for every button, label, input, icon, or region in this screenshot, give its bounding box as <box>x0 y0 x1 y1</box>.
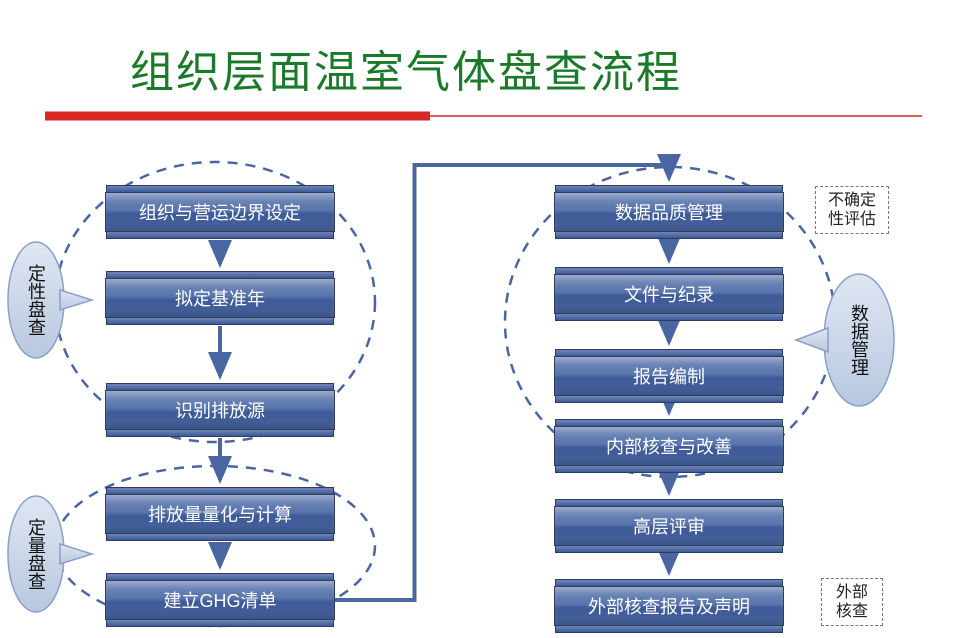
flow-node-n8: 报告编制 <box>554 356 784 396</box>
flow-node-n11: 外部核查报告及声明 <box>554 586 784 626</box>
flow-node-n9: 内部核查与改善 <box>554 426 784 466</box>
callout-lc1: 定性盘查 <box>12 246 60 354</box>
flow-node-label: 内部核查与改善 <box>606 433 732 459</box>
flow-node-n10: 高层评审 <box>554 506 784 546</box>
flow-node-n3: 识别排放源 <box>105 390 335 430</box>
side-note-note2: 外部 核查 <box>821 578 883 626</box>
callout-rc1: 数据管理 <box>830 280 888 400</box>
flow-node-label: 建立GHG清单 <box>163 587 276 613</box>
flow-node-label: 排放量量化与计算 <box>148 501 292 527</box>
page-title: 组织层面温室气体盘查流程 <box>130 36 682 100</box>
flow-node-label: 高层评审 <box>633 513 705 539</box>
flow-node-n1: 组织与营运边界设定 <box>105 192 335 232</box>
flow-node-label: 文件与纪录 <box>624 281 714 307</box>
flow-node-label: 组织与营运边界设定 <box>139 199 301 225</box>
flow-node-label: 数据品质管理 <box>615 199 723 225</box>
flow-node-label: 识别排放源 <box>175 397 265 423</box>
callout-lc2: 定量盘查 <box>12 500 60 608</box>
flow-node-n2: 拟定基准年 <box>105 278 335 318</box>
flow-node-n6: 数据品质管理 <box>554 192 784 232</box>
flow-node-n7: 文件与纪录 <box>554 274 784 314</box>
flow-node-label: 外部核查报告及声明 <box>588 593 750 619</box>
flow-node-n4: 排放量量化与计算 <box>105 494 335 534</box>
flow-node-label: 拟定基准年 <box>175 285 265 311</box>
side-note-note1: 不确定 性评估 <box>815 186 889 234</box>
flow-node-n5: 建立GHG清单 <box>105 580 335 620</box>
flow-node-label: 报告编制 <box>633 363 705 389</box>
